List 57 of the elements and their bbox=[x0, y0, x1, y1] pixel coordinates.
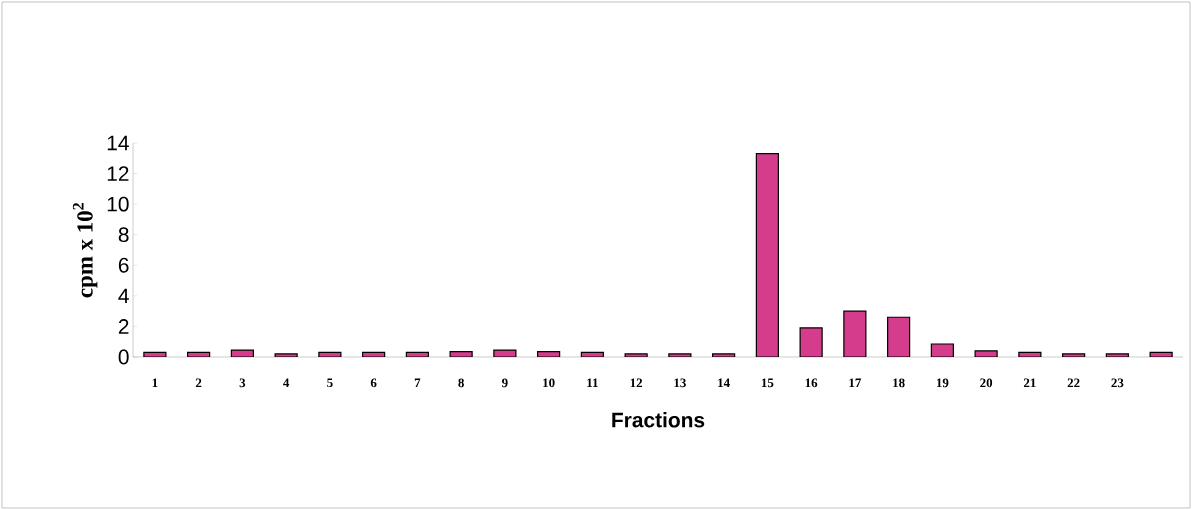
x-tick-label: 15 bbox=[761, 378, 774, 388]
x-tick-label: 14 bbox=[718, 378, 730, 388]
x-tick-label: 18 bbox=[893, 378, 905, 388]
x-tick-label: 20 bbox=[980, 378, 993, 388]
x-tick-label: 22 bbox=[1067, 378, 1080, 388]
y-tick-label: 10 bbox=[107, 196, 129, 212]
x-tick-label: 1 bbox=[152, 378, 158, 388]
x-tick-label: 6 bbox=[370, 378, 377, 388]
y-tick-label: 14 bbox=[107, 135, 129, 151]
bar bbox=[1062, 353, 1086, 357]
bar bbox=[755, 153, 779, 357]
bar bbox=[537, 351, 561, 357]
y-tick-label: 0 bbox=[118, 349, 129, 365]
x-tick-label: 2 bbox=[195, 378, 202, 388]
y-tick-label: 12 bbox=[107, 166, 129, 181]
x-tick-label: 8 bbox=[458, 378, 464, 388]
bar bbox=[449, 351, 473, 357]
x-tick-label: 12 bbox=[630, 378, 643, 388]
x-tick-label: 11 bbox=[587, 378, 598, 388]
bar bbox=[318, 351, 342, 357]
bar bbox=[143, 351, 167, 357]
bar bbox=[1105, 353, 1129, 357]
x-tick-label: 5 bbox=[327, 378, 333, 388]
x-tick-label: 21 bbox=[1023, 378, 1036, 388]
x-tick-label: 19 bbox=[936, 378, 949, 388]
x-tick-label: 9 bbox=[502, 378, 508, 388]
x-tick-label: 13 bbox=[674, 378, 686, 388]
x-tick-label: 3 bbox=[239, 378, 246, 388]
x-axis-title: Fractions bbox=[612, 412, 705, 428]
bar bbox=[580, 351, 604, 357]
bar bbox=[187, 351, 211, 357]
y-tick-label: 4 bbox=[118, 288, 129, 304]
bar bbox=[843, 310, 867, 357]
bar bbox=[405, 351, 429, 357]
x-tick-label: 4 bbox=[283, 378, 290, 388]
y-tick-label: 2 bbox=[118, 319, 129, 334]
bar bbox=[974, 350, 998, 357]
bar bbox=[1018, 351, 1042, 357]
bar bbox=[930, 343, 954, 357]
bar bbox=[493, 349, 517, 357]
bar bbox=[887, 316, 911, 357]
x-tick-label: 17 bbox=[849, 378, 862, 388]
x-tick-label: 10 bbox=[543, 378, 555, 388]
bar bbox=[1149, 351, 1173, 357]
y-tick-label: 8 bbox=[118, 227, 129, 243]
y-tick-label: 6 bbox=[118, 257, 129, 273]
x-tick-label: 23 bbox=[1111, 378, 1124, 388]
bar bbox=[668, 353, 692, 357]
y-axis-title: cpm x 10$^{2}$ bbox=[72, 203, 98, 298]
bar bbox=[362, 351, 386, 357]
bar bbox=[799, 327, 823, 357]
x-tick-label: 7 bbox=[414, 378, 421, 387]
bar bbox=[624, 353, 648, 357]
bar bbox=[230, 349, 254, 357]
bar bbox=[712, 353, 736, 357]
x-tick-label: 16 bbox=[805, 378, 818, 388]
bar bbox=[274, 353, 298, 357]
